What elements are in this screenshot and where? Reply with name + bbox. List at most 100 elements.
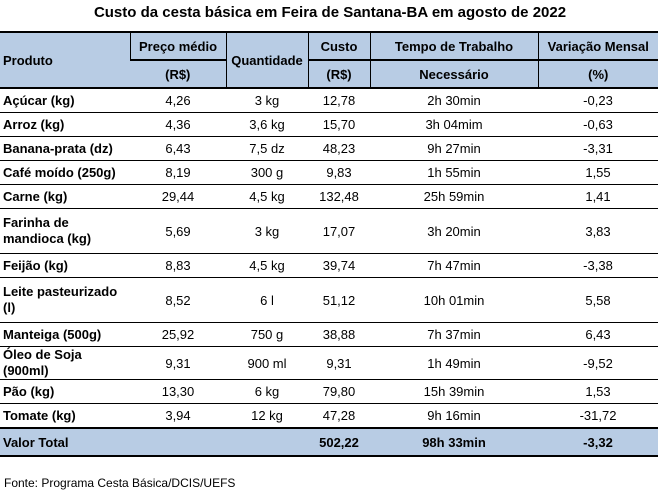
cell-quantidade: 3 kg bbox=[226, 88, 308, 113]
table-row: Carne (kg) 29,44 4,5 kg 132,48 25h 59min… bbox=[0, 184, 658, 209]
cell-preco: 4,36 bbox=[130, 112, 226, 137]
total-variacao: -3,32 bbox=[538, 427, 658, 457]
header-preco-line2: (R$) bbox=[130, 60, 226, 89]
cell-produto: Arroz (kg) bbox=[0, 112, 130, 137]
cell-custo: 9,31 bbox=[308, 346, 370, 380]
cell-tempo: 15h 39min bbox=[370, 379, 538, 404]
table-row: Tomate (kg) 3,94 12 kg 47,28 9h 16min -3… bbox=[0, 403, 658, 429]
cell-preco: 5,69 bbox=[130, 208, 226, 254]
cell-tempo: 2h 30min bbox=[370, 88, 538, 113]
cell-quantidade: 6 kg bbox=[226, 379, 308, 404]
cell-preco: 13,30 bbox=[130, 379, 226, 404]
cell-variacao: -0,63 bbox=[538, 112, 658, 137]
cell-quantidade: 7,5 dz bbox=[226, 136, 308, 161]
cell-preco: 4,26 bbox=[130, 88, 226, 113]
total-custo: 502,22 bbox=[308, 427, 370, 457]
cell-custo: 38,88 bbox=[308, 322, 370, 347]
cell-quantidade: 12 kg bbox=[226, 403, 308, 429]
header-variacao-line2: (%) bbox=[537, 60, 658, 89]
cell-tempo: 7h 47min bbox=[370, 253, 538, 278]
cell-produto: Leite pasteurizado (l) bbox=[0, 277, 130, 323]
cell-tempo: 25h 59min bbox=[370, 184, 538, 209]
table-row: Banana-prata (dz) 6,43 7,5 dz 48,23 9h 2… bbox=[0, 136, 658, 161]
total-row: Valor Total 502,22 98h 33min -3,32 bbox=[0, 427, 658, 457]
cell-custo: 51,12 bbox=[308, 277, 370, 323]
total-preco-empty bbox=[130, 427, 226, 457]
cell-preco: 9,31 bbox=[130, 346, 226, 380]
cell-tempo: 9h 16min bbox=[370, 403, 538, 429]
header-variacao-line1: Variação Mensal bbox=[537, 31, 658, 61]
cell-produto: Óleo de Soja (900ml) bbox=[0, 346, 130, 380]
cell-tempo: 1h 49min bbox=[370, 346, 538, 380]
cell-produto: Banana-prata (dz) bbox=[0, 136, 130, 161]
cell-tempo: 1h 55min bbox=[370, 160, 538, 185]
cell-preco: 29,44 bbox=[130, 184, 226, 209]
cell-custo: 47,28 bbox=[308, 403, 370, 429]
table-row: Açúcar (kg) 4,26 3 kg 12,78 2h 30min -0,… bbox=[0, 88, 658, 113]
cell-produto: Carne (kg) bbox=[0, 184, 130, 209]
cell-produto: Café moído (250g) bbox=[0, 160, 130, 185]
cell-quantidade: 4,5 kg bbox=[226, 184, 308, 209]
cell-variacao: -9,52 bbox=[538, 346, 658, 380]
cell-custo: 15,70 bbox=[308, 112, 370, 137]
cell-variacao: -31,72 bbox=[538, 403, 658, 429]
header-quantidade: Quantidade bbox=[225, 31, 308, 89]
table-row: Café moído (250g) 8,19 300 g 9,83 1h 55m… bbox=[0, 160, 658, 185]
header-produto: Produto bbox=[0, 31, 130, 89]
cell-produto: Tomate (kg) bbox=[0, 403, 130, 429]
cell-preco: 3,94 bbox=[130, 403, 226, 429]
total-tempo: 98h 33min bbox=[370, 427, 538, 457]
cell-custo: 9,83 bbox=[308, 160, 370, 185]
cell-produto: Feijão (kg) bbox=[0, 253, 130, 278]
cell-produto: Farinha de mandioca (kg) bbox=[0, 208, 130, 254]
table-row: Farinha de mandioca (kg) 5,69 3 kg 17,07… bbox=[0, 208, 658, 254]
cell-tempo: 10h 01min bbox=[370, 277, 538, 323]
cell-custo: 17,07 bbox=[308, 208, 370, 254]
header-preco-line1: Preço médio bbox=[129, 31, 226, 61]
cell-custo: 12,78 bbox=[308, 88, 370, 113]
cell-produto: Manteiga (500g) bbox=[0, 322, 130, 347]
cell-produto: Açúcar (kg) bbox=[0, 88, 130, 113]
cell-custo: 79,80 bbox=[308, 379, 370, 404]
cell-preco: 25,92 bbox=[130, 322, 226, 347]
cell-preco: 8,52 bbox=[130, 277, 226, 323]
cell-quantidade: 750 g bbox=[226, 322, 308, 347]
cell-variacao: 1,55 bbox=[538, 160, 658, 185]
cell-custo: 39,74 bbox=[308, 253, 370, 278]
cell-quantidade: 6 l bbox=[226, 277, 308, 323]
cell-variacao: 6,43 bbox=[538, 322, 658, 347]
table-row: Feijão (kg) 8,83 4,5 kg 39,74 7h 47min -… bbox=[0, 253, 658, 278]
table-row: Leite pasteurizado (l) 8,52 6 l 51,12 10… bbox=[0, 277, 658, 323]
cell-custo: 132,48 bbox=[308, 184, 370, 209]
cell-tempo: 3h 04mim bbox=[370, 112, 538, 137]
cell-variacao: -3,38 bbox=[538, 253, 658, 278]
cell-preco: 8,83 bbox=[130, 253, 226, 278]
cell-variacao: 5,58 bbox=[538, 277, 658, 323]
header-tempo-line1: Tempo de Trabalho bbox=[369, 31, 538, 61]
cell-custo: 48,23 bbox=[308, 136, 370, 161]
cell-quantidade: 4,5 kg bbox=[226, 253, 308, 278]
cell-tempo: 9h 27min bbox=[370, 136, 538, 161]
cell-quantidade: 300 g bbox=[226, 160, 308, 185]
header-custo-line1: Custo bbox=[307, 31, 370, 61]
header-tempo-line2: Necessário bbox=[369, 60, 538, 89]
cell-tempo: 3h 20min bbox=[370, 208, 538, 254]
table-row: Óleo de Soja (900ml) 9,31 900 ml 9,31 1h… bbox=[0, 346, 658, 380]
cell-variacao: 3,83 bbox=[538, 208, 658, 254]
cell-variacao: 1,53 bbox=[538, 379, 658, 404]
table-row: Pão (kg) 13,30 6 kg 79,80 15h 39min 1,53 bbox=[0, 379, 658, 404]
total-label: Valor Total bbox=[0, 427, 130, 457]
table-title: Custo da cesta básica em Feira de Santan… bbox=[93, 4, 567, 21]
cell-variacao: -3,31 bbox=[538, 136, 658, 161]
cell-produto: Pão (kg) bbox=[0, 379, 130, 404]
total-quantidade-empty bbox=[226, 427, 308, 457]
header-custo-line2: (R$) bbox=[307, 60, 370, 89]
cell-tempo: 7h 37min bbox=[370, 322, 538, 347]
cell-quantidade: 900 ml bbox=[226, 346, 308, 380]
cell-quantidade: 3,6 kg bbox=[226, 112, 308, 137]
source-note: Fonte: Programa Cesta Básica/DCIS/UEFS bbox=[4, 476, 236, 490]
cell-preco: 6,43 bbox=[130, 136, 226, 161]
cell-quantidade: 3 kg bbox=[226, 208, 308, 254]
cesta-basica-table: Produto Preço médio Quantidade Custo Tem… bbox=[0, 31, 658, 457]
table-row: Manteiga (500g) 25,92 750 g 38,88 7h 37m… bbox=[0, 322, 658, 347]
